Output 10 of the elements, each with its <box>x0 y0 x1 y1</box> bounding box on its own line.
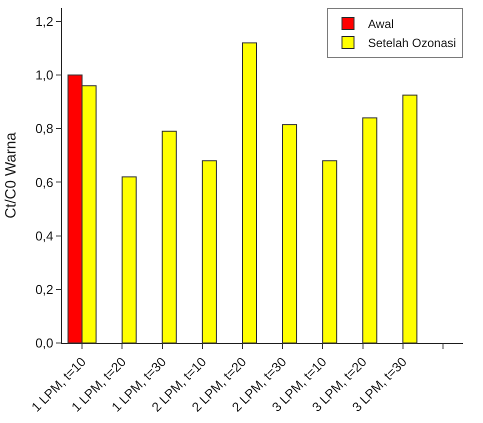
y-tick-label: 0,2 <box>35 282 54 297</box>
y-tick-label: 0,0 <box>35 336 54 351</box>
y-tick-label: 1,2 <box>35 14 54 29</box>
y-axis-title: Ct/C0 Warna <box>2 132 20 219</box>
y-tick-label: 0,8 <box>35 121 54 136</box>
y-tick-label: 1,0 <box>35 68 54 83</box>
y-tick-label: 0,6 <box>35 174 54 190</box>
legend-label: Awal <box>368 17 394 32</box>
legend-label: Setelah Ozonasi <box>368 36 456 50</box>
y-tick-label: 0,4 <box>35 228 54 244</box>
